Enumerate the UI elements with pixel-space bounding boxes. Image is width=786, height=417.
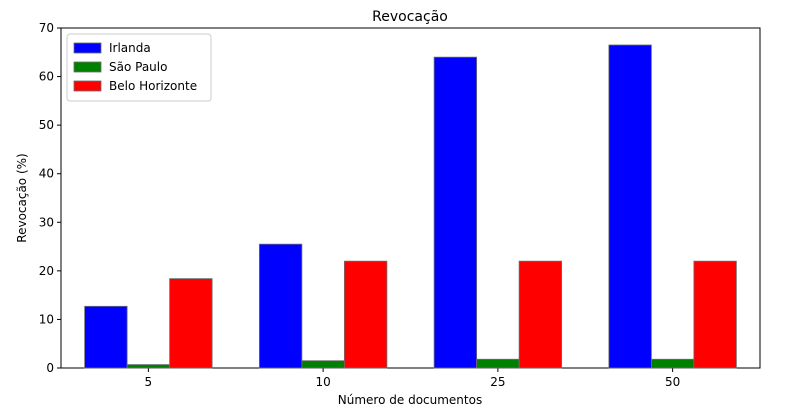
- x-tick-label: 10: [315, 375, 330, 389]
- bar-irlanda-5: [84, 305, 128, 369]
- x-tick-label: 50: [665, 375, 680, 389]
- legend-label: São Paulo: [109, 60, 167, 74]
- bar-s-o-paulo-10: [301, 360, 345, 369]
- legend-label: Irlanda: [109, 41, 151, 55]
- y-tick-label: 70: [39, 21, 54, 35]
- legend-label: Belo Horizonte: [109, 79, 197, 93]
- y-tick-label: 20: [39, 264, 54, 278]
- bar-irlanda-25: [433, 56, 478, 369]
- legend-frame: [66, 33, 212, 102]
- y-axis: 0 10 20 30 40 50 60 70: [39, 21, 61, 375]
- bar-irlanda-50: [608, 44, 652, 369]
- bar-belo-horizonte-25: [518, 260, 563, 369]
- legend-swatch: [73, 42, 102, 54]
- chart-title: Revocação: [372, 9, 448, 25]
- bars-group: [84, 44, 737, 369]
- x-tick-label: 5: [145, 375, 153, 389]
- legend-swatch: [73, 61, 102, 73]
- y-tick-label: 10: [39, 312, 54, 326]
- bar-irlanda-10: [258, 243, 303, 369]
- plot-frame: [60, 27, 761, 369]
- x-tick-label: 25: [490, 375, 505, 389]
- plot-area: [60, 27, 761, 369]
- y-tick-label: 50: [39, 118, 54, 132]
- legend: Irlanda São Paulo Belo Horizonte: [66, 33, 212, 102]
- legend-swatch: [73, 80, 102, 92]
- y-tick-label: 0: [46, 361, 54, 375]
- bar-s-o-paulo-50: [650, 358, 695, 369]
- x-axis: 5 10 25 50: [145, 368, 680, 389]
- bar-s-o-paulo-5: [126, 364, 171, 369]
- y-axis-label: Revocação (%): [15, 153, 29, 242]
- bar-belo-horizonte-50: [693, 260, 737, 369]
- bar-s-o-paulo-25: [476, 358, 520, 369]
- y-tick-label: 60: [39, 70, 54, 84]
- y-tick-label: 30: [39, 215, 54, 229]
- y-tick-label: 40: [39, 167, 54, 181]
- bar-belo-horizonte-10: [343, 260, 388, 369]
- bar-belo-horizonte-5: [169, 278, 213, 369]
- x-axis-label: Número de documentos: [338, 393, 482, 407]
